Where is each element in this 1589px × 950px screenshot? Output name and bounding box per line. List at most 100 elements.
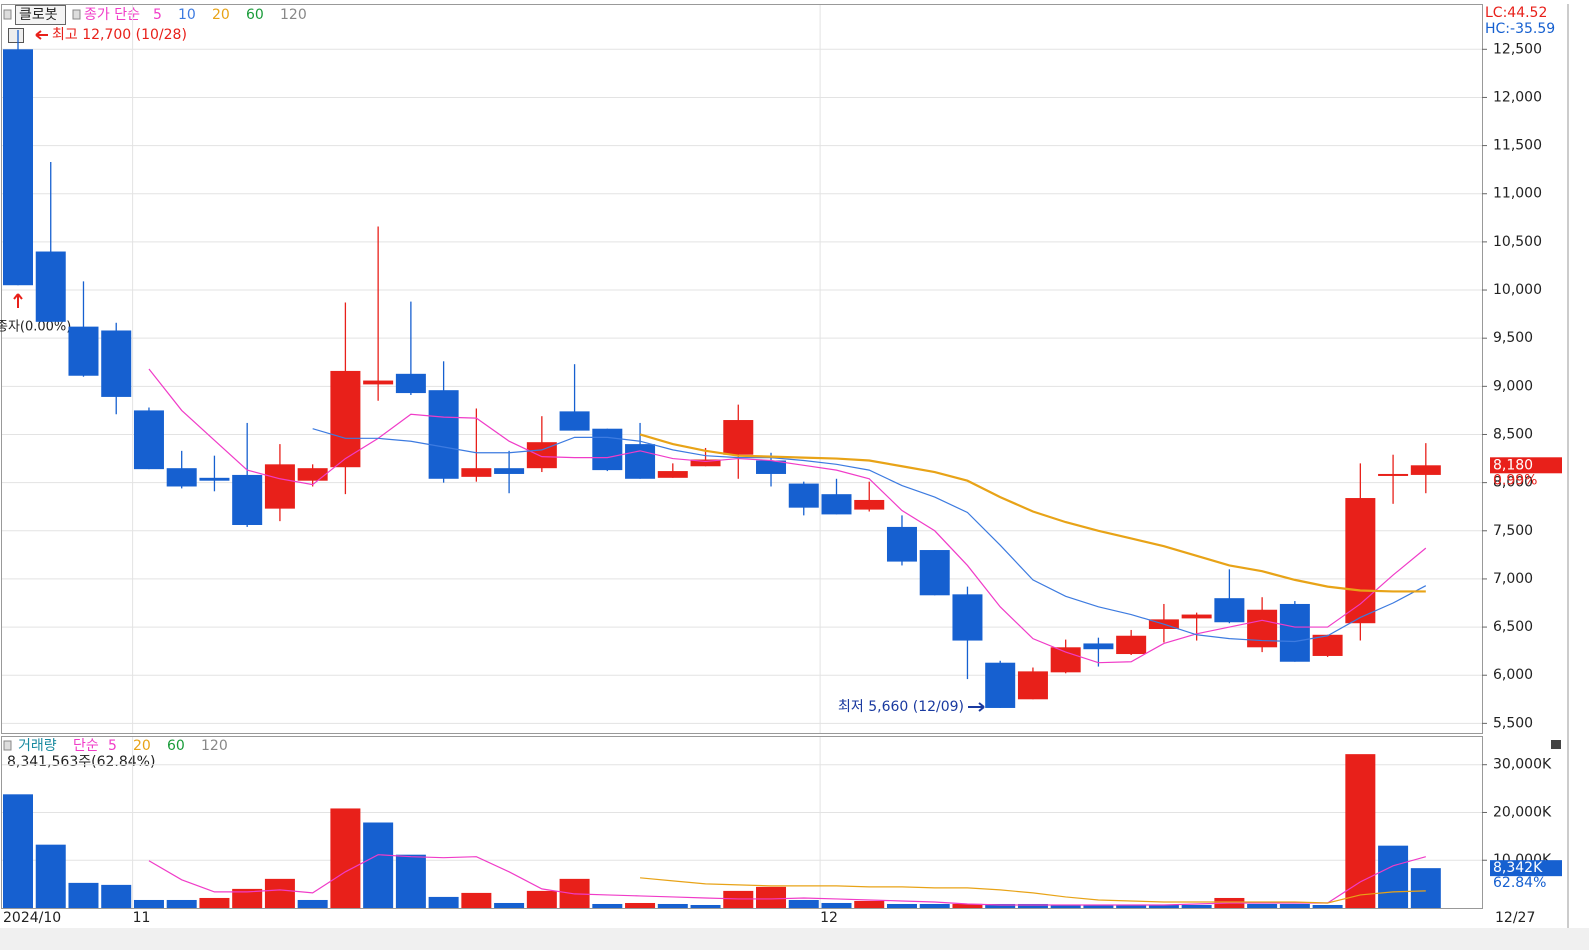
candle-body [461, 468, 492, 477]
ma-line [639, 433, 1426, 593]
candle-body [886, 526, 917, 562]
volume-bar [985, 903, 1016, 908]
candle-body [985, 662, 1016, 708]
candle-body [788, 483, 819, 508]
candle-body [756, 460, 787, 474]
max-annotation: 최고 12,700 (10/28) [52, 27, 187, 43]
candle-body [690, 459, 721, 467]
volume-bar [461, 892, 492, 908]
volume-bar [821, 902, 852, 908]
legend-entry: 20 [133, 738, 151, 754]
price-panel [1, 4, 1483, 734]
candle-body [1017, 671, 1048, 700]
close-icon[interactable] [1551, 740, 1561, 749]
note: 종자(0.00%) [0, 320, 71, 335]
volume-bar [1116, 904, 1147, 908]
candle-body [952, 594, 983, 641]
min-annotation: 최저 5,660 (12/09) [838, 699, 964, 715]
volume-bar [592, 903, 623, 908]
candle-body [1181, 614, 1212, 619]
candle-body [1345, 498, 1376, 624]
ma-line [312, 428, 1427, 643]
y-tick-label: 11,500 [1493, 138, 1542, 154]
x-tick-label: 12 [820, 910, 838, 926]
candle-body [35, 251, 66, 322]
volume-bar [854, 900, 885, 908]
volume-bar [625, 902, 656, 908]
candle-body [494, 468, 525, 474]
y-tick-label: 11,000 [1493, 186, 1542, 202]
volume-bar [166, 899, 197, 908]
volume-bar [1378, 845, 1409, 908]
candle-body [1083, 643, 1114, 650]
legend-entry: 20 [212, 7, 230, 23]
y-tick-label: 9,500 [1493, 330, 1533, 346]
title: 클로봇 [19, 7, 58, 23]
volume-bar [101, 884, 132, 908]
volume-bar [756, 886, 787, 908]
volume-bar [428, 896, 459, 908]
scroll-bar[interactable] [0, 928, 1589, 950]
volume-bar [297, 899, 328, 908]
volume-bar [690, 904, 721, 908]
candle-body [199, 477, 230, 481]
y-tick-label: 10,500 [1493, 234, 1542, 250]
candle-body [854, 499, 885, 510]
last-price-label: 8,180 [1493, 457, 1533, 473]
y-tick-label: 8,000 [1493, 475, 1533, 491]
y-tick-label: 8,500 [1493, 426, 1533, 442]
volume-bar [199, 897, 230, 908]
y-tick-label: 10,000 [1493, 282, 1542, 298]
y-tick-label: 5,500 [1493, 715, 1533, 731]
volume-bar [1017, 903, 1048, 908]
candle-body [395, 373, 426, 394]
candle-body [264, 464, 295, 509]
volume-bar [952, 903, 983, 908]
y-tick-label: 30,000K [1493, 757, 1552, 773]
candle-body [1410, 465, 1441, 475]
legend-entry: 5 [153, 7, 162, 23]
volume-ratio: 62.84% [1493, 875, 1546, 891]
volume-bar [1410, 868, 1441, 908]
calendar-icon[interactable] [8, 28, 24, 43]
y-tick-label: 7,000 [1493, 571, 1533, 587]
candle-body [3, 49, 33, 286]
candle-body [428, 390, 459, 479]
candle-body [821, 494, 852, 515]
volume-summary: 8,341,563주(62.84%) [7, 754, 155, 770]
volume-bar [657, 903, 688, 908]
candle-body [68, 326, 99, 376]
min-arrow [968, 702, 985, 712]
legend-entry: 5 [108, 738, 117, 754]
last-volume-box [1490, 860, 1562, 877]
volume-bar [330, 808, 361, 908]
icon [3, 9, 12, 20]
candle-body [919, 550, 950, 596]
icon [72, 9, 81, 20]
legend-entry: 120 [201, 738, 228, 754]
x-tick-label: 12/27 [1495, 910, 1535, 926]
stock-button[interactable] [15, 5, 66, 25]
volume-bar [1247, 903, 1278, 908]
ma-line [640, 877, 1426, 904]
y-tick-label: 7,500 [1493, 523, 1533, 539]
volume-bar [1345, 754, 1376, 908]
volume-bar [886, 903, 917, 908]
candle-body [330, 370, 361, 468]
candle-body [1116, 635, 1147, 655]
y-tick-label: 20,000K [1493, 804, 1552, 820]
volume-legend-label: 단순 [73, 738, 99, 754]
legend-label: 종가 단순 [84, 7, 140, 23]
volume-bar [264, 878, 295, 908]
x-tick-label: 2024/10 [3, 910, 61, 926]
candle-body [559, 411, 590, 431]
candle-body [1214, 598, 1245, 623]
candle-body [363, 380, 394, 385]
volume-bar [494, 902, 525, 908]
candle-body [1378, 473, 1409, 476]
legend-entry: 60 [246, 7, 264, 23]
volume-bar [526, 890, 557, 908]
candle-body [1050, 647, 1081, 673]
legend-entry: 120 [280, 7, 307, 23]
candle-body [1312, 634, 1343, 656]
